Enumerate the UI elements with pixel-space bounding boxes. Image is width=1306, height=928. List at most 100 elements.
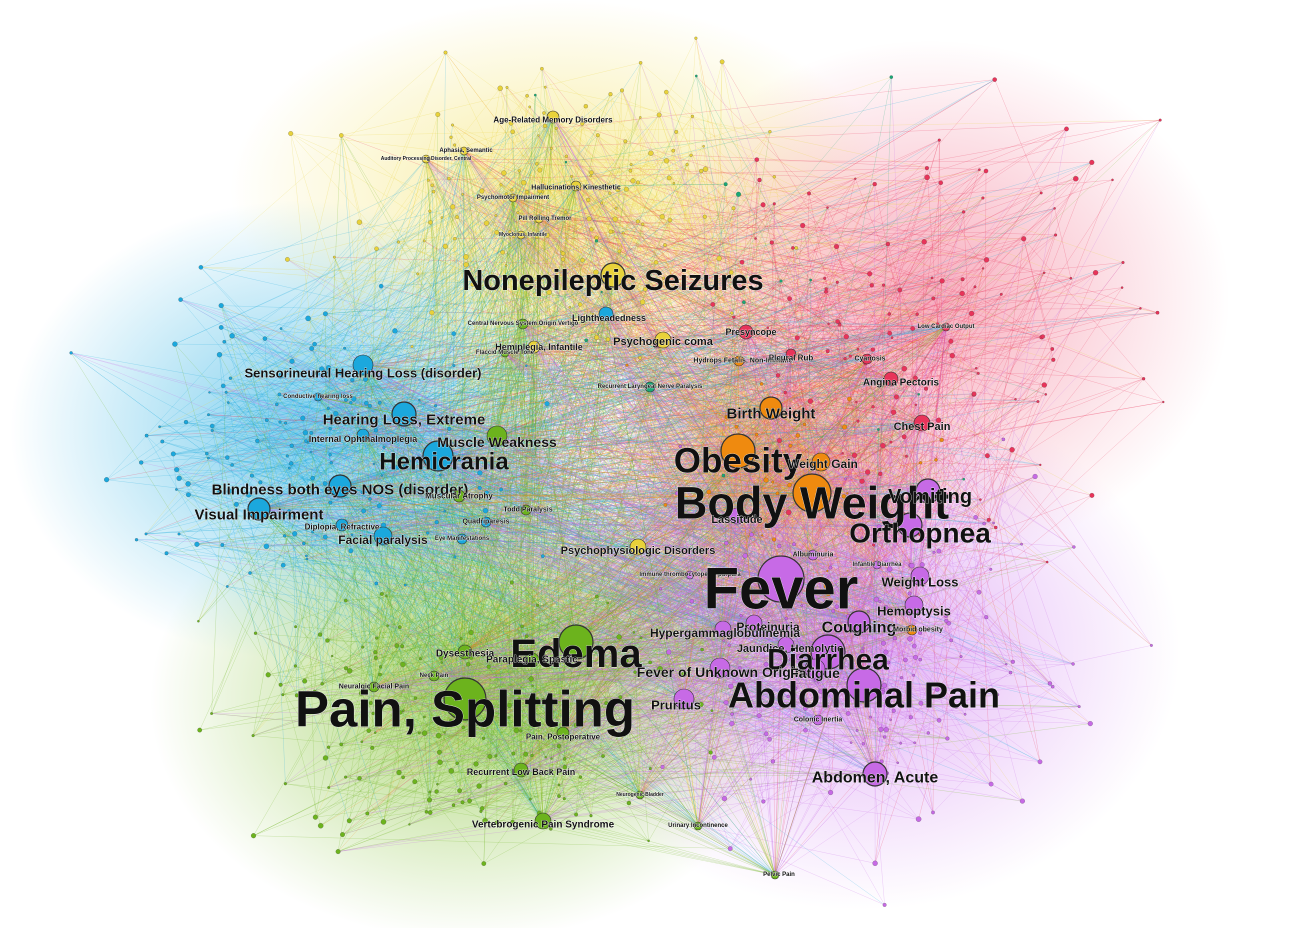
graph-node — [531, 684, 534, 687]
graph-node — [766, 523, 772, 529]
graph-node — [623, 658, 629, 664]
label-cyanosis: Cyanosis — [854, 356, 885, 363]
label-eye-manifestations: Eye Manifestations — [435, 536, 490, 542]
graph-node — [583, 104, 588, 109]
graph-node — [574, 812, 578, 817]
label-fever: Fever — [704, 557, 859, 622]
graph-node — [892, 636, 897, 641]
graph-node — [364, 401, 369, 406]
graph-node — [288, 131, 294, 136]
graph-node — [220, 383, 226, 389]
graph-node — [550, 757, 553, 760]
graph-node — [883, 727, 889, 733]
graph-node — [795, 433, 800, 438]
node-hydrops-fetalis-non-immune — [733, 355, 745, 367]
graph-node — [659, 214, 665, 220]
graph-node — [618, 695, 623, 700]
node-hemicrania — [422, 440, 454, 472]
graph-node — [318, 823, 324, 829]
graph-node — [663, 158, 670, 164]
label-central-nervous-system-origin-vertigo: Central Nervous System Origin Vertigo — [468, 321, 579, 327]
graph-node — [400, 644, 405, 649]
graph-node — [732, 315, 736, 319]
graph-node — [344, 398, 348, 402]
graph-node — [285, 257, 290, 262]
graph-node — [760, 202, 766, 208]
graph-node — [467, 798, 472, 804]
graph-node — [859, 478, 865, 484]
graph-node — [403, 583, 407, 587]
graph-node — [586, 197, 591, 202]
graph-node — [497, 85, 503, 91]
graph-node — [160, 439, 165, 444]
graph-node — [937, 138, 941, 142]
graph-node — [730, 712, 734, 716]
graph-node — [755, 432, 759, 437]
node-flaccid-muscle-tone — [500, 348, 510, 358]
graph-node — [924, 174, 930, 181]
graph-node — [139, 460, 144, 465]
graph-node — [541, 190, 545, 194]
graph-node — [1051, 357, 1056, 362]
node-internal-ophthalmoplegia — [356, 428, 370, 442]
label-hypergammaglobulinemia: Hypergammaglobulinemia — [650, 626, 800, 640]
graph-node — [499, 487, 503, 492]
graph-node — [601, 754, 605, 758]
graph-node — [479, 188, 485, 194]
graph-node — [639, 299, 646, 305]
graph-node — [861, 742, 865, 746]
graph-node — [178, 297, 183, 302]
graph-node — [772, 537, 777, 542]
graph-node — [883, 735, 887, 739]
node-proteinuria — [745, 614, 763, 632]
graph-node — [939, 278, 945, 284]
graph-node — [177, 532, 181, 536]
label-conductive-hearing-loss: Conductive hearing loss — [283, 394, 353, 400]
graph-node — [144, 532, 148, 536]
graph-node — [763, 661, 769, 667]
graph-node — [930, 276, 934, 280]
graph-node — [394, 643, 399, 648]
graph-node — [866, 610, 870, 613]
graph-node — [1014, 398, 1017, 401]
graph-node — [366, 728, 371, 733]
graph-node — [909, 562, 915, 569]
graph-node — [451, 123, 454, 127]
graph-node — [392, 328, 398, 334]
graph-node — [889, 440, 893, 444]
graph-node — [510, 819, 515, 824]
label-diplopia-refractive: Diplopia, Refractive — [305, 523, 380, 532]
graph-node — [648, 150, 654, 156]
graph-node — [580, 258, 585, 263]
graph-node — [867, 271, 873, 277]
graph-node — [554, 126, 558, 130]
graph-node — [503, 689, 507, 693]
node-weight-loss — [910, 566, 930, 586]
graph-node — [595, 594, 599, 599]
graph-node — [926, 731, 930, 735]
graph-node — [917, 393, 921, 396]
graph-node — [312, 341, 317, 347]
graph-node — [739, 614, 743, 618]
graph-node — [910, 326, 916, 331]
graph-node — [1044, 393, 1048, 396]
graph-node — [410, 345, 414, 348]
graph-node — [1005, 663, 1008, 666]
label-hemicrania: Hemicrania — [379, 449, 509, 476]
graph-node — [325, 365, 332, 371]
graph-node — [767, 737, 772, 742]
graph-node — [550, 147, 553, 150]
graph-node — [499, 183, 503, 187]
graph-node — [796, 654, 802, 660]
graph-node — [807, 398, 814, 404]
graph-node — [907, 591, 912, 596]
graph-node — [527, 242, 530, 245]
graph-node — [313, 689, 317, 694]
graph-node — [326, 745, 331, 749]
graph-node — [827, 322, 830, 325]
graph-node — [448, 768, 454, 774]
graph-node — [542, 123, 548, 129]
label-flaccid-muscle-tone: Flaccid Muscle Tone — [476, 350, 535, 356]
graph-node — [971, 391, 977, 397]
graph-node — [630, 178, 636, 184]
